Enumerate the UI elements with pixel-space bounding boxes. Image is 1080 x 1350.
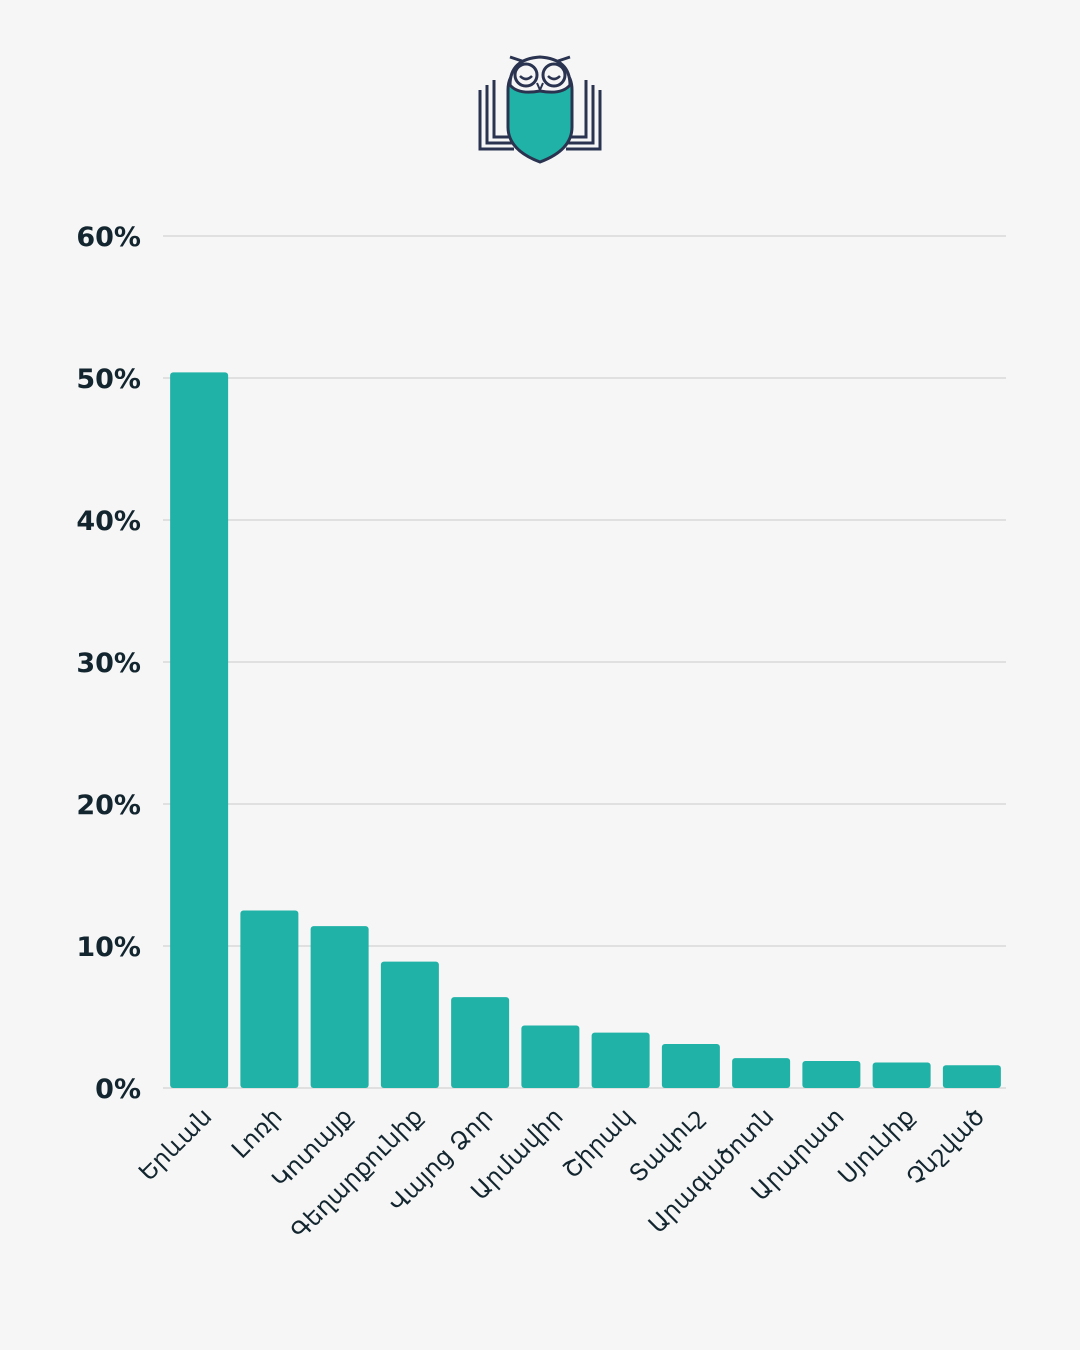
bar (591, 1032, 650, 1088)
bar (521, 1025, 580, 1088)
bar (380, 961, 439, 1088)
x-category-label: Լոռի (226, 1102, 287, 1163)
bar (451, 997, 510, 1088)
y-tick-label: 20% (76, 790, 141, 821)
y-tick-label: 30% (76, 648, 141, 679)
bar (802, 1061, 861, 1088)
x-category-label: Երևան (133, 1102, 217, 1186)
x-category-label: Արագածոտն (643, 1102, 779, 1238)
y-tick-label: 40% (76, 506, 141, 537)
bar (942, 1065, 1001, 1088)
bar (240, 910, 299, 1088)
bar (661, 1043, 720, 1088)
bar (170, 372, 229, 1088)
y-tick-label: 10% (76, 932, 141, 963)
bar (872, 1062, 931, 1088)
owl-logo-icon (478, 55, 602, 164)
y-tick-label: 0% (95, 1074, 141, 1105)
bar (310, 926, 369, 1088)
x-category-label: Չնշված (901, 1102, 990, 1191)
y-tick-label: 60% (76, 222, 141, 253)
y-tick-label: 50% (76, 364, 141, 395)
bar (732, 1058, 791, 1088)
